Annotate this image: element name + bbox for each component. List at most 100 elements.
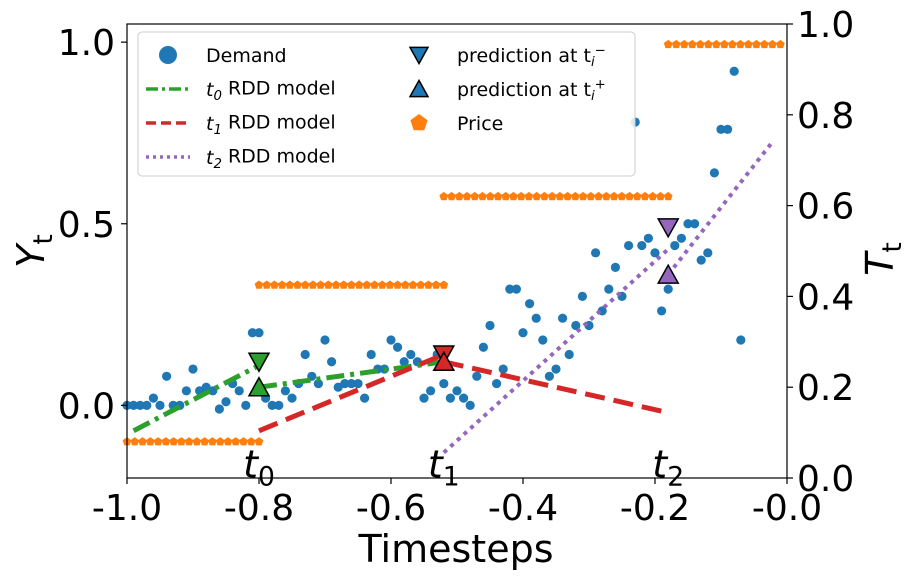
price-point xyxy=(687,39,697,49)
price-point xyxy=(586,191,596,201)
price-point xyxy=(656,191,665,201)
axes-frame xyxy=(126,23,788,479)
demand-point xyxy=(478,342,488,352)
price-point xyxy=(169,437,178,446)
demand-point xyxy=(221,397,231,407)
price-point xyxy=(223,437,233,446)
demand-point xyxy=(472,371,482,381)
legend-pred-minus-symbol xyxy=(408,46,430,66)
demand-point xyxy=(485,320,495,331)
demand-point xyxy=(729,66,739,76)
price-point xyxy=(547,191,557,201)
legend-label-pred_minus: prediction at ti− xyxy=(457,44,606,70)
y-right-axis-title: Tt xyxy=(858,242,908,276)
demand-point xyxy=(459,393,469,403)
price-point xyxy=(648,191,658,201)
legend-pred-plus-symbol xyxy=(408,78,430,98)
demand-point xyxy=(736,335,746,345)
legend-label-demand: Demand xyxy=(206,45,287,67)
price-point xyxy=(130,437,140,446)
threshold-label-t2: t2 xyxy=(652,442,684,492)
demand-point xyxy=(492,378,502,389)
price-point xyxy=(679,39,689,49)
price-point xyxy=(439,280,449,289)
price-point xyxy=(176,437,186,446)
demand-point xyxy=(214,404,224,414)
t0-rdd-line xyxy=(132,363,261,434)
price-point xyxy=(727,39,737,49)
demand-point xyxy=(505,284,515,294)
demand-point xyxy=(610,262,621,272)
price-point xyxy=(254,280,264,289)
price-point xyxy=(138,437,147,446)
price-point xyxy=(145,437,155,446)
demand-point xyxy=(439,378,449,389)
price-point xyxy=(293,280,302,289)
demand-point xyxy=(320,335,330,345)
price-point xyxy=(385,280,395,289)
demand-point xyxy=(723,124,733,134)
price-point xyxy=(184,437,194,446)
price-point xyxy=(431,280,441,289)
demand-point xyxy=(643,233,654,243)
price-point xyxy=(711,39,721,49)
demand-point xyxy=(657,306,667,316)
demand-point xyxy=(465,400,475,410)
price-point xyxy=(262,280,272,289)
x-tick-label: -1.0 xyxy=(92,488,162,529)
t1-rdd-line xyxy=(258,352,445,434)
demand-point xyxy=(406,349,416,360)
t0-prediction-minus xyxy=(247,352,271,373)
price-point xyxy=(751,39,761,49)
price-point xyxy=(768,39,777,49)
demand-point xyxy=(188,364,198,374)
price-point xyxy=(370,280,379,289)
x-tick-label: -0.0 xyxy=(752,488,822,529)
demand-point xyxy=(591,248,601,258)
price-point xyxy=(400,280,410,289)
axis-titles: Timesteps Yt Tt xyxy=(9,234,908,571)
demand-point xyxy=(274,400,284,410)
demand-point xyxy=(670,240,680,251)
demand-point xyxy=(624,240,634,251)
demand-point xyxy=(531,313,541,323)
price-point xyxy=(760,39,769,49)
demand-point xyxy=(676,233,687,243)
demand-point xyxy=(234,386,244,396)
demand-point xyxy=(445,393,455,403)
price-point xyxy=(470,191,480,201)
y-right-tick-label: 0.4 xyxy=(797,277,854,318)
y-left-tick-label: 0.0 xyxy=(58,386,115,427)
price-point xyxy=(339,280,349,289)
demand-point xyxy=(577,291,588,301)
price-point xyxy=(462,191,472,201)
demand-point xyxy=(142,400,152,410)
t1-prediction-plus xyxy=(432,350,456,372)
demand-point xyxy=(544,371,555,381)
legend-demand-symbol xyxy=(159,46,177,64)
y-right-tick-label: 0.2 xyxy=(797,368,854,409)
demand-point xyxy=(135,400,145,410)
t2-prediction-minus xyxy=(656,218,680,239)
demand-point xyxy=(129,400,139,410)
price-point xyxy=(632,191,642,201)
demand-point xyxy=(181,386,191,396)
y-right-tick-label: 1.0 xyxy=(797,5,854,46)
t2-rdd-line xyxy=(666,138,776,276)
demand-point xyxy=(386,335,396,345)
y-left-tick-label: 1.0 xyxy=(58,23,115,64)
price-point xyxy=(277,280,287,289)
legend-label-pred_plus: prediction at ti+ xyxy=(457,78,606,104)
demand-point xyxy=(564,349,574,360)
demand-point xyxy=(280,386,290,396)
price-point xyxy=(776,39,785,49)
legend-label-t1: t1 RDD model xyxy=(206,111,336,138)
price-point xyxy=(625,191,634,201)
x-axis-title: Timesteps xyxy=(358,527,554,571)
demand-point xyxy=(709,168,720,178)
y-right-tick-label: 0.8 xyxy=(797,96,854,137)
price-point xyxy=(362,280,372,289)
demand-point xyxy=(518,328,528,338)
price-point xyxy=(231,437,241,446)
